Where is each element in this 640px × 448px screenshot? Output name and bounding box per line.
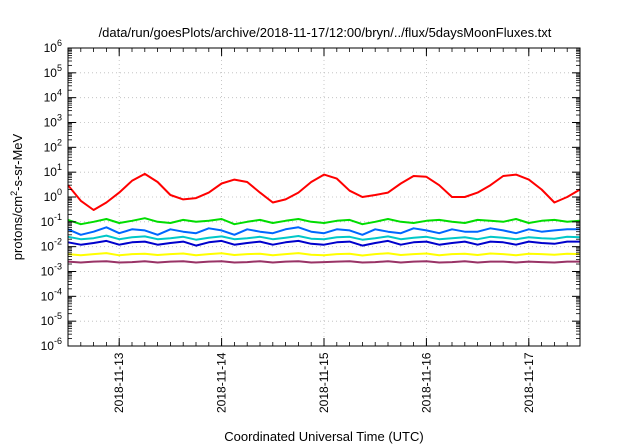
series-group [67,172,581,264]
y-tick-label: 104 [44,88,62,105]
y-tick-exponent: 6 [57,38,62,48]
y-axis-label-prefix: protons/cm [10,196,25,260]
x-axis: 2018-11-13 2018-11-14 2018-11-15 2018-11-16… [80,48,568,413]
series-line-2 [67,217,581,226]
y-axis: 10-610-510-410-310-210-11001011021031041… [41,38,580,353]
y-tick-base: 10 [41,289,55,303]
y-tick-label: 10-4 [41,286,62,303]
y-tick-label: 10-3 [41,262,62,279]
y-tick-exponent: 4 [57,88,62,98]
series-line-1 [67,172,581,211]
y-tick-label: 10-1 [41,212,62,229]
y-tick-exponent: -4 [54,286,62,296]
x-axis-label: Coordinated Universal Time (UTC) [224,429,423,444]
y-tick-base: 10 [44,190,58,204]
y-tick-exponent: 5 [57,63,62,73]
y-tick-base: 10 [41,265,55,279]
series-line-3 [67,226,580,236]
y-tick-base: 10 [44,66,58,80]
y-tick-label: 106 [44,38,62,55]
y-tick-base: 10 [44,116,58,130]
y-tick-exponent: 3 [57,113,62,123]
y-tick-exponent: 2 [57,137,62,147]
y-tick-label: 10-6 [41,336,62,353]
y-tick-label: 10-5 [41,311,62,328]
y-tick-label: 103 [44,113,62,130]
y-tick-exponent: 0 [57,187,62,197]
series-line-4 [67,234,581,241]
y-tick-base: 10 [41,314,55,328]
y-tick-exponent: -1 [54,212,62,222]
x-tick-label: 2018-11-17 [522,352,536,413]
y-tick-base: 10 [44,165,58,179]
y-tick-exponent: -5 [54,311,62,321]
y-tick-label: 10-2 [41,237,62,254]
series-line-6 [67,252,581,257]
x-tick-label: 2018-11-15 [317,352,331,413]
y-tick-label: 105 [44,63,62,80]
chart-title: /data/run/goesPlots/archive/2018-11-17/1… [99,25,552,40]
y-tick-label: 100 [44,187,62,204]
y-tick-base: 10 [44,140,58,154]
grid [68,48,580,346]
series-line-7 [67,260,580,264]
y-tick-base: 10 [44,41,58,55]
y-tick-exponent: -6 [54,336,62,346]
x-tick-label: 2018-11-14 [215,352,229,413]
y-tick-base: 10 [44,91,58,105]
y-tick-exponent: 1 [57,162,62,172]
y-axis-label-suffix: -s-sr-MeV [10,133,25,190]
series-line-5 [67,239,580,247]
x-tick-label: 2018-11-16 [419,352,433,413]
y-axis-label-sup: 2 [9,191,19,196]
y-axis-label: protons/cm2-s-sr-MeV [9,133,25,260]
y-tick-base: 10 [41,215,55,229]
y-tick-label: 101 [44,162,62,179]
y-tick-exponent: -2 [54,237,62,247]
y-tick-base: 10 [41,339,55,353]
y-tick-base: 10 [41,240,55,254]
x-tick-label: 2018-11-13 [112,352,126,413]
y-tick-label: 102 [44,137,62,154]
y-tick-exponent: -3 [54,262,62,272]
